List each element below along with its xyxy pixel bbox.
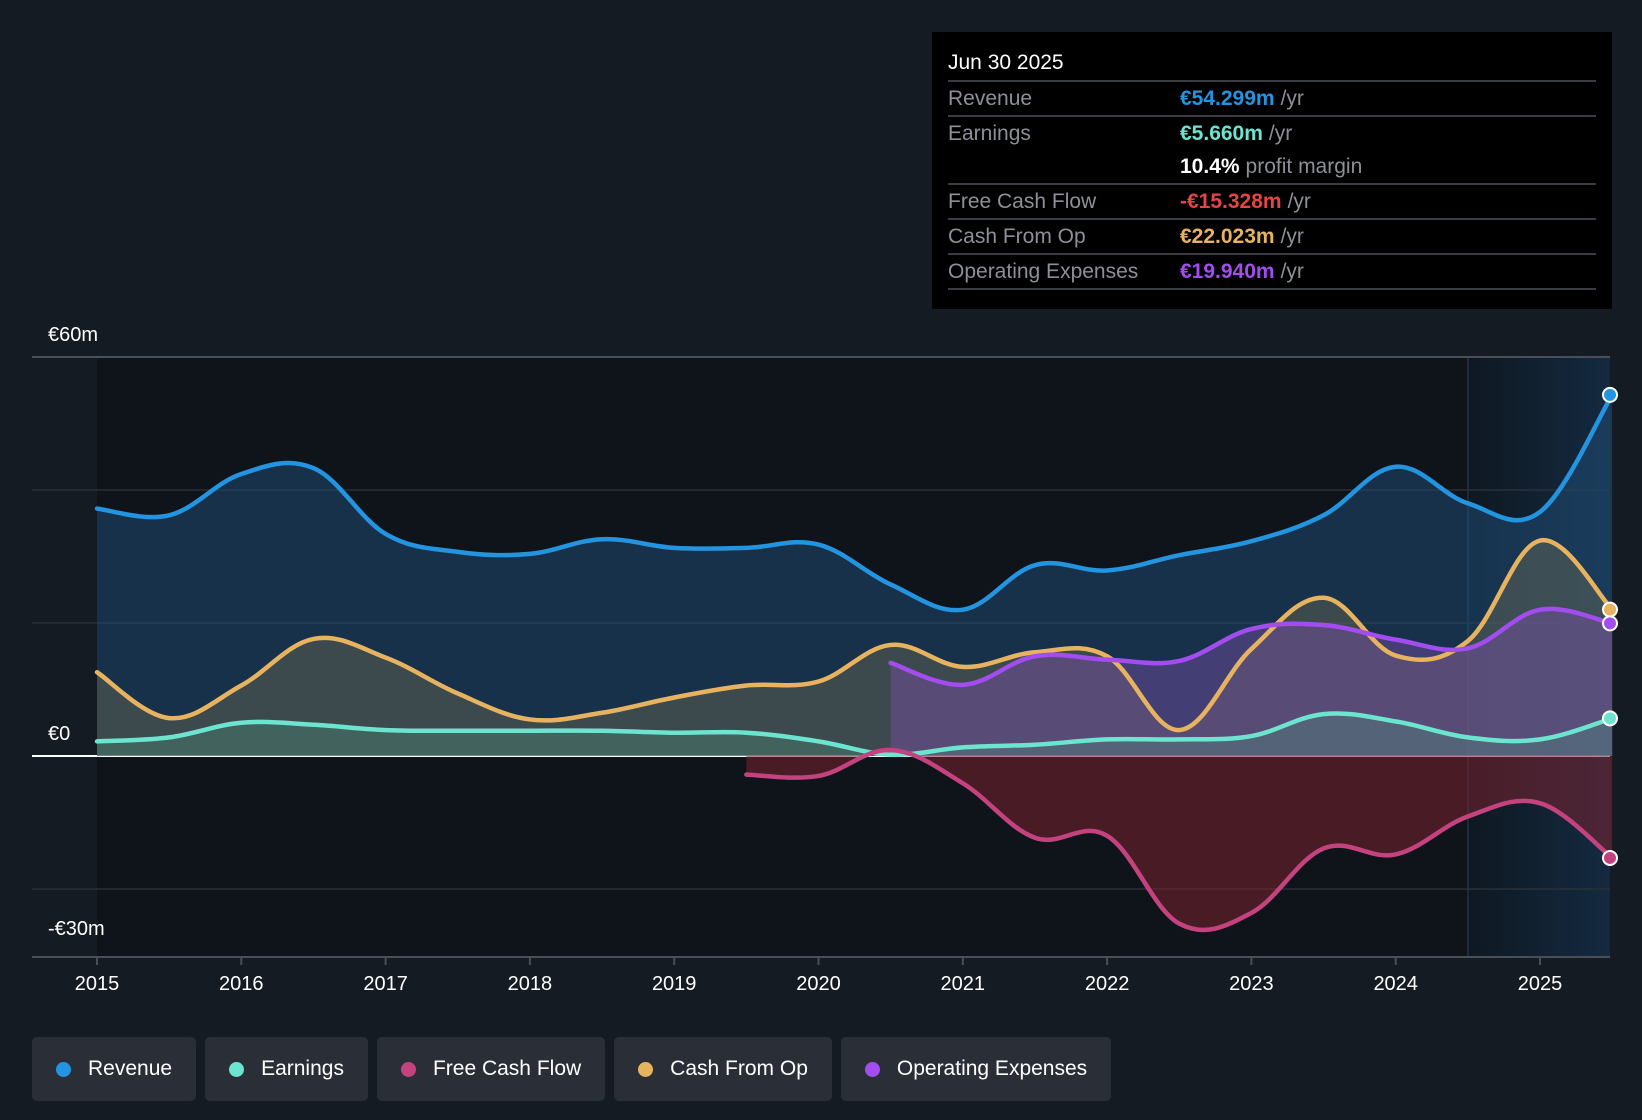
tooltip-row-value: €54.299m	[1180, 87, 1275, 110]
legend-dot-icon	[638, 1061, 654, 1077]
endpoint-earnings	[1602, 710, 1618, 727]
x-tick-label: 2017	[363, 973, 408, 995]
y-tick-label: -€30m	[48, 918, 105, 940]
legend-label: Free Cash Flow	[432, 1057, 582, 1080]
tooltip-row-value-wrap: 10.4% profit margin	[1180, 150, 1362, 183]
legend-dot-icon	[864, 1061, 880, 1077]
tooltip-row-label: Operating Expenses	[948, 260, 1139, 283]
line-cash-from-op	[94, 538, 1615, 733]
tooltip-row-value-wrap: €54.299m/yr	[1180, 82, 1304, 115]
tooltip-row-label: Cash From Op	[948, 225, 1086, 248]
area-operating-expenses	[890, 608, 1613, 756]
legend-label: Revenue	[88, 1057, 173, 1080]
x-tick-label: 2018	[508, 973, 553, 995]
area-earnings	[97, 713, 1613, 756]
endpoint-operating-expenses	[1602, 615, 1618, 632]
legend-label: Cash From Op	[670, 1057, 808, 1080]
legend-label: Earnings	[261, 1057, 344, 1080]
tooltip-row: Free Cash Flow -€15.328m/yr	[948, 185, 1596, 220]
tooltip-rows: Revenue €54.299m/yr Earnings €5.660m/yr 10.4…	[948, 82, 1596, 290]
x-tick-label: 2025	[1518, 973, 1563, 995]
x-tick-label: 2021	[941, 973, 986, 995]
legend-item-operating-expenses[interactable]: Operating Expenses	[840, 1037, 1112, 1101]
tooltip-row-unit: /yr	[1287, 190, 1311, 213]
end-points	[1602, 386, 1618, 866]
legend-dot-icon	[56, 1061, 71, 1077]
tooltip-row-value: -€15.328m	[1180, 190, 1282, 213]
legend-item-revenue[interactable]: Revenue	[32, 1037, 197, 1101]
legend-label: Operating Expenses	[896, 1057, 1088, 1080]
tooltip-row-value-wrap: -€15.328m/yr	[1180, 185, 1311, 218]
tooltip-row-value: €5.660m	[1180, 122, 1263, 145]
tooltip-row: Revenue €54.299m/yr	[948, 82, 1596, 117]
endpoint-free-cash-flow	[1602, 849, 1618, 866]
x-tick-label: 2020	[796, 973, 841, 995]
area-free-cash-flow	[746, 749, 1613, 931]
axes: 2015 2016 2017 2018 2019 2020 2021 2022 2023 2024…	[32, 324, 1610, 995]
tooltip-row-value: €19.940m	[1180, 260, 1275, 283]
legend-dot-icon	[229, 1061, 245, 1077]
line-operating-expenses	[888, 606, 1615, 688]
line-earnings	[94, 711, 1615, 758]
tooltip-row-label: Revenue	[948, 87, 1033, 110]
area-revenue	[97, 394, 1613, 756]
y-tick-label: €0	[48, 723, 70, 745]
legend-item-earnings[interactable]: Earnings	[205, 1037, 368, 1101]
line-revenue	[94, 392, 1615, 613]
tooltip-date: Jun 30 2025	[948, 46, 1596, 82]
tooltip-row-unit: /yr	[1268, 122, 1293, 145]
x-tick-label: 2023	[1229, 973, 1274, 995]
tooltip-row-unit: /yr	[1280, 260, 1304, 283]
tooltip-row-value: 10.4%	[1180, 155, 1240, 178]
endpoint-revenue	[1602, 386, 1618, 403]
legend-dot-icon	[400, 1061, 416, 1077]
tooltip-row-value-wrap: €19.940m/yr	[1180, 255, 1304, 288]
x-tick-label: 2016	[219, 973, 264, 995]
legend: Revenue Earnings Free Cash Flow Cash From O…	[32, 1037, 1112, 1101]
tooltip-row-label: Earnings	[948, 122, 1031, 145]
tooltip-row-unit: /yr	[1280, 87, 1304, 110]
tooltip-row: Cash From Op €22.023m/yr	[948, 220, 1596, 255]
endpoint-cash-from-op	[1602, 601, 1618, 618]
tooltip-row: 10.4% profit margin	[948, 150, 1596, 185]
tooltip-row-value-wrap: €5.660m/yr	[1180, 117, 1292, 150]
tooltip-row-label: Free Cash Flow	[948, 190, 1097, 213]
tooltip-row-value-wrap: €22.023m/yr	[1180, 220, 1304, 253]
series-lines	[94, 392, 1615, 933]
tooltip-row-unit: profit margin	[1245, 155, 1363, 178]
legend-item-cash-from-op[interactable]: Cash From Op	[614, 1037, 832, 1101]
tooltip-row: Operating Expenses €19.940m/yr	[948, 255, 1596, 290]
tooltip-panel: Jun 30 2025 Revenue €54.299m/yr Earnings €5…	[932, 32, 1612, 309]
x-tick-label: 2015	[75, 973, 120, 995]
tooltip-row: Earnings €5.660m/yr	[948, 117, 1596, 150]
y-tick-label: €60m	[48, 324, 98, 346]
x-tick-label: 2024	[1373, 973, 1418, 995]
tooltip-row-label	[948, 150, 1180, 183]
chart-canvas: 2015 2016 2017 2018 2019 2020 2021 2022 2023 2024…	[32, 324, 1618, 995]
tooltip-row-unit: /yr	[1280, 225, 1304, 248]
legend-item-free-cash-flow[interactable]: Free Cash Flow	[376, 1037, 606, 1101]
x-tick-label: 2019	[652, 973, 697, 995]
tooltip-row-value: €22.023m	[1180, 225, 1275, 248]
x-tick-label: 2022	[1085, 973, 1130, 995]
line-free-cash-flow	[744, 747, 1615, 933]
